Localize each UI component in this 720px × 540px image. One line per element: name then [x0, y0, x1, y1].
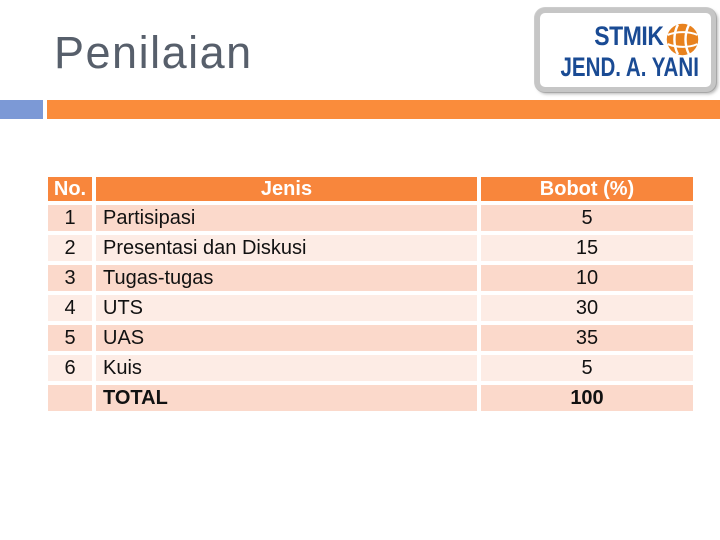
column-header-bobot: Bobot (%)	[481, 177, 693, 201]
row-no: 4	[48, 295, 92, 321]
table-row: 5 UAS 35	[48, 325, 693, 351]
row-no: 5	[48, 325, 92, 351]
table-row: 6 Kuis 5	[48, 355, 693, 381]
row-bobot: 5	[481, 355, 693, 381]
row-jenis: Partisipasi	[96, 205, 477, 231]
table-header-row: No. Jenis Bobot (%)	[48, 177, 693, 201]
stmik-logo: STMIK JEND. A. YANI	[535, 8, 716, 92]
globe-swirl-icon	[666, 23, 699, 56]
row-jenis: Tugas-tugas	[96, 265, 477, 291]
total-value: 100	[481, 385, 693, 411]
logo-text-jend-a-yani: JEND. A. YANI	[560, 52, 699, 82]
row-no: 3	[48, 265, 92, 291]
column-header-jenis: Jenis	[96, 177, 477, 201]
row-bobot: 15	[481, 235, 693, 261]
accent-orange-bar	[47, 100, 720, 119]
row-bobot: 5	[481, 205, 693, 231]
table-row: 2 Presentasi dan Diskusi 15	[48, 235, 693, 261]
row-bobot: 10	[481, 265, 693, 291]
table-row: 3 Tugas-tugas 10	[48, 265, 693, 291]
table-row: 1 Partisipasi 5	[48, 205, 693, 231]
row-jenis: Presentasi dan Diskusi	[96, 235, 477, 261]
row-bobot: 30	[481, 295, 693, 321]
row-no: 6	[48, 355, 92, 381]
row-bobot: 35	[481, 325, 693, 351]
logo-text-stmik: STMIK	[593, 21, 664, 51]
total-empty-cell	[48, 385, 92, 411]
row-no: 2	[48, 235, 92, 261]
table-row: 4 UTS 30	[48, 295, 693, 321]
row-no: 1	[48, 205, 92, 231]
total-label: TOTAL	[96, 385, 477, 411]
assessment-table: No. Jenis Bobot (%) 1 Partisipasi 5 2 Pr…	[44, 173, 697, 415]
accent-blue-block	[0, 100, 43, 119]
table-total-row: TOTAL 100	[48, 385, 693, 411]
row-jenis: UAS	[96, 325, 477, 351]
row-jenis: UTS	[96, 295, 477, 321]
column-header-no: No.	[48, 177, 92, 201]
page-title: Penilaian	[54, 27, 253, 78]
logo-line1-row: STMIK	[540, 13, 711, 57]
row-jenis: Kuis	[96, 355, 477, 381]
